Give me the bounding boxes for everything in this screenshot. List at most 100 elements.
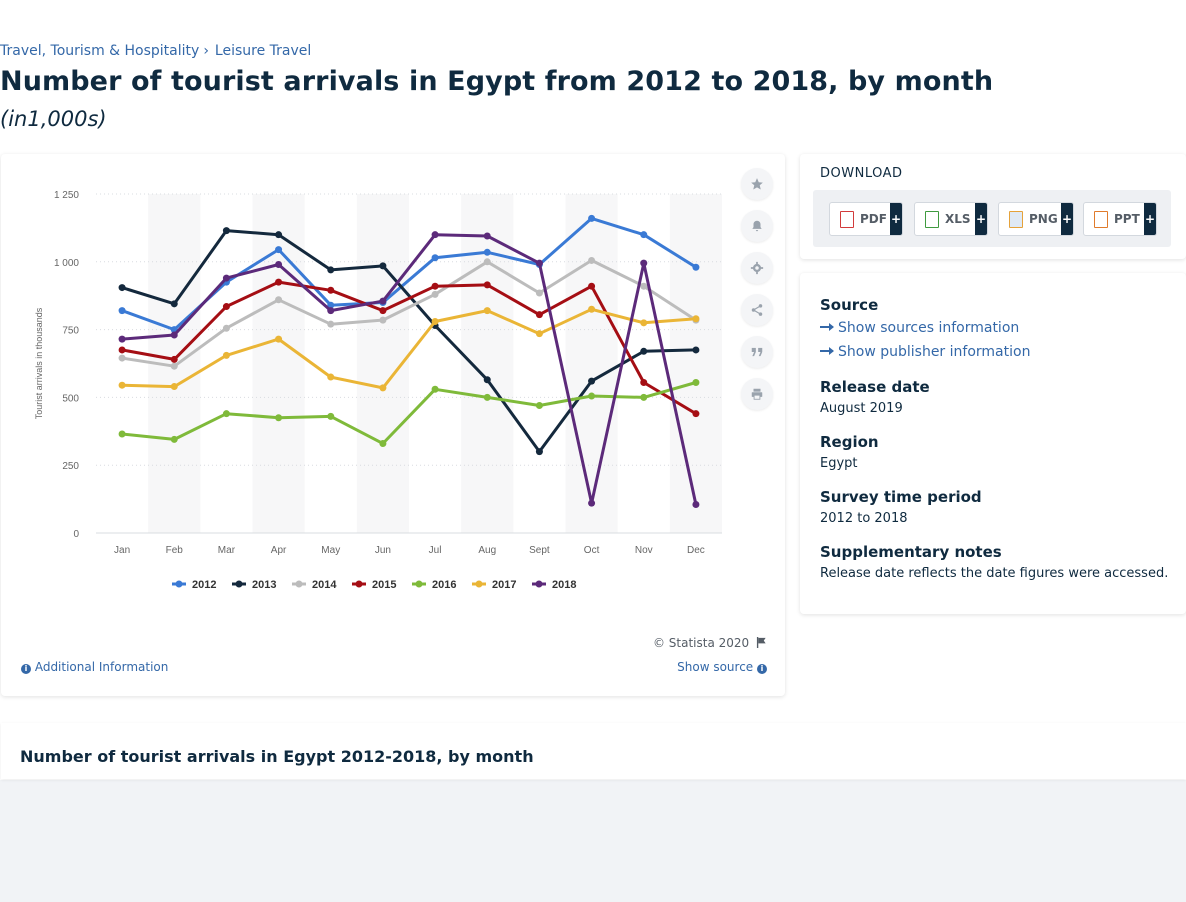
- x-tick-label: Jun: [375, 545, 391, 556]
- arrow-right-icon: [820, 347, 834, 355]
- data-point-2013: [640, 347, 648, 355]
- settings-gear-icon[interactable]: [741, 252, 773, 284]
- y-tick-label: 500: [62, 393, 79, 404]
- share-icon[interactable]: [741, 294, 773, 326]
- info-icon: i: [757, 664, 767, 674]
- x-tick-label: Oct: [584, 545, 600, 556]
- cite-quote-icon[interactable]: [741, 336, 773, 368]
- series-line-2014: [121, 258, 697, 368]
- data-table-title: Number of tourist arrivals in Egypt 2012…: [20, 747, 534, 766]
- data-point-2017: [275, 335, 283, 343]
- x-tick-label: Jan: [114, 545, 130, 556]
- favorite-star-icon[interactable]: [741, 168, 773, 200]
- show-publisher-link[interactable]: Show publisher information: [820, 344, 1030, 360]
- data-point-2018: [275, 261, 283, 269]
- breadcrumb-travel-tourism[interactable]: Travel, Tourism & Hospitality: [0, 43, 200, 59]
- data-point-2014: [535, 289, 543, 297]
- data-point-2013: [535, 448, 543, 456]
- download-png-button[interactable]: PNG +: [998, 202, 1074, 236]
- data-table-card: Number of tourist arrivals in Egypt 2012…: [1, 723, 1186, 779]
- data-point-2016: [275, 414, 283, 422]
- x-tick-label: Feb: [166, 545, 184, 556]
- print-icon[interactable]: [741, 378, 773, 410]
- legend-label[interactable]: 2013: [252, 579, 276, 591]
- x-tick-label: Apr: [271, 545, 287, 556]
- series-line-2017: [122, 307, 697, 390]
- data-point-2013: [588, 377, 596, 385]
- legend-label[interactable]: 2014: [312, 579, 337, 591]
- data-point-2012: [483, 248, 491, 256]
- x-tick-label: Nov: [635, 545, 653, 556]
- data-point-2015: [483, 281, 491, 289]
- plus-icon: +: [1144, 203, 1156, 235]
- data-point-2018: [118, 335, 126, 343]
- data-point-2016: [692, 378, 700, 386]
- data-point-2014: [170, 362, 178, 370]
- data-point-2017: [379, 384, 387, 392]
- data-point-2016: [640, 393, 648, 401]
- data-point-2018: [483, 232, 491, 240]
- legend-label[interactable]: 2017: [492, 579, 516, 591]
- xls-file-icon: [925, 210, 939, 228]
- legend-label[interactable]: 2018: [552, 579, 576, 591]
- data-point-2012: [431, 254, 439, 262]
- download-ppt-button[interactable]: PPT +: [1083, 202, 1157, 236]
- data-point-2018: [379, 297, 387, 305]
- data-point-2015: [275, 278, 283, 286]
- data-point-2015: [640, 378, 648, 386]
- column-band: [565, 194, 618, 533]
- plus-icon: +: [890, 203, 902, 235]
- copyright-text: © Statista 2020: [652, 636, 750, 650]
- show-source-link[interactable]: Show source i: [677, 660, 767, 674]
- legend-marker: [235, 580, 243, 588]
- series-line-2015: [121, 280, 697, 415]
- show-sources-link[interactable]: Show sources information: [820, 320, 1019, 336]
- data-point-2014: [640, 282, 648, 290]
- chart-card: 0 250 500 750 1 000 1 250 Jan Feb Mar Apr May Jun Ju…: [1, 154, 785, 696]
- flag-icon[interactable]: [756, 637, 767, 648]
- line-chart: 0 250 500 750 1 000 1 250 Jan Feb Mar Apr May Jun Ju…: [34, 190, 722, 591]
- data-point-2015: [327, 286, 335, 294]
- x-tick-label: Aug: [478, 545, 496, 556]
- x-tick-label: May: [321, 545, 340, 556]
- additional-information-label: Additional Information: [34, 660, 169, 674]
- ppt-file-icon: [1094, 210, 1108, 228]
- data-point-2016: [170, 435, 178, 443]
- copyright-line: © Statista 2020: [653, 636, 767, 650]
- pdf-file-icon: [840, 210, 854, 228]
- notification-bell-icon[interactable]: [741, 210, 773, 242]
- arrow-right-icon: [820, 323, 834, 331]
- data-point-2018: [692, 501, 700, 509]
- page-title: Number of tourist arrivals in Egypt from…: [0, 66, 994, 97]
- data-point-2014: [379, 316, 387, 324]
- show-publisher-label: Show publisher information: [838, 344, 1031, 360]
- legend-label[interactable]: 2016: [432, 579, 456, 591]
- data-point-2014: [118, 354, 126, 362]
- additional-information-link[interactable]: i Additional Information: [21, 660, 168, 674]
- breadcrumb-leisure-travel[interactable]: Leisure Travel: [214, 43, 312, 59]
- legend-label[interactable]: 2012: [192, 579, 216, 591]
- data-point-2012: [327, 301, 335, 309]
- legend-label[interactable]: 2015: [372, 579, 396, 591]
- data-point-2018: [535, 259, 543, 267]
- legend-marker: [535, 580, 543, 588]
- download-button-bar: PDF + XLS + PNG + PPT +: [813, 190, 1171, 247]
- download-xls-button[interactable]: XLS +: [914, 202, 988, 236]
- survey-period-value: 2012 to 2018: [820, 511, 908, 526]
- data-point-2017: [535, 330, 543, 338]
- show-source-label: Show source: [677, 660, 754, 674]
- data-point-2017: [222, 351, 230, 359]
- download-pdf-button[interactable]: PDF +: [829, 202, 903, 236]
- data-point-2018: [170, 331, 178, 339]
- data-point-2015: [170, 355, 178, 363]
- release-date-value: August 2019: [820, 401, 903, 416]
- data-point-2017: [588, 305, 596, 313]
- download-pdf-label: PDF: [860, 212, 887, 226]
- source-heading: Source: [820, 296, 879, 314]
- survey-period-heading: Survey time period: [820, 488, 982, 506]
- data-point-2015: [379, 307, 387, 315]
- download-ppt-label: PPT: [1114, 212, 1140, 226]
- release-date-heading: Release date: [820, 378, 930, 396]
- data-point-2012: [588, 214, 596, 222]
- statistic-details-card: Source Show sources information Show pub…: [800, 273, 1186, 614]
